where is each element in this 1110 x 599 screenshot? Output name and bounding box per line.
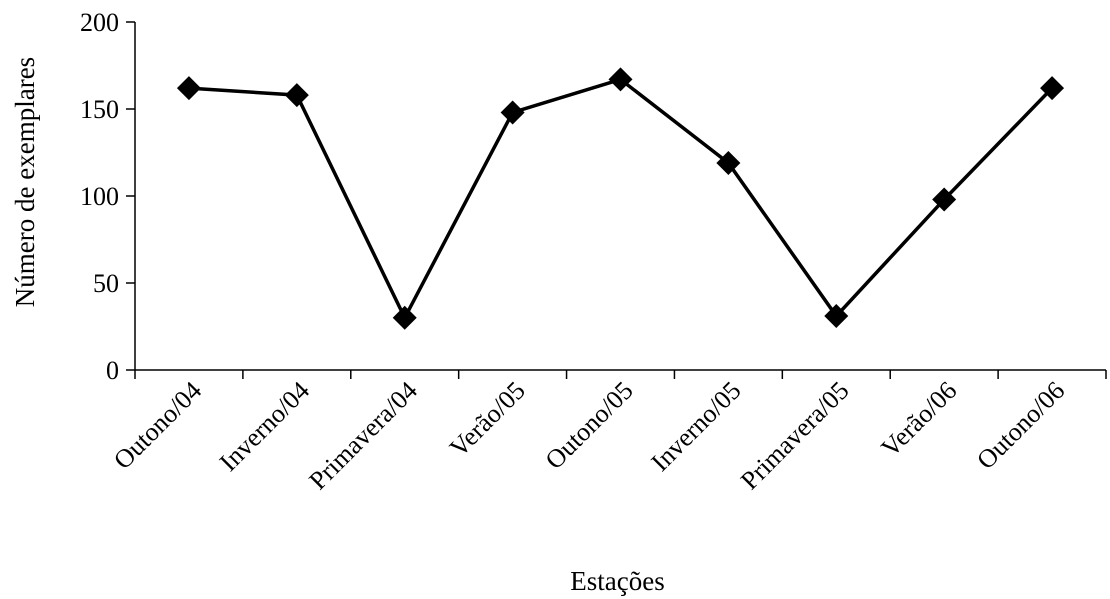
x-tick-label: Inverno/04 — [214, 376, 315, 477]
x-tick-label: Outono/04 — [108, 376, 207, 475]
y-axis-title: Número de exemplares — [10, 57, 40, 307]
data-point-marker — [500, 100, 525, 125]
y-tick-label: 0 — [106, 356, 119, 385]
data-point-marker — [1040, 76, 1065, 101]
x-tick-label: Inverno/05 — [645, 376, 746, 477]
data-point-marker — [392, 305, 417, 330]
x-axis-title: Estações — [570, 566, 664, 596]
data-point-marker — [932, 187, 957, 212]
x-tick-label: Primavera/05 — [735, 376, 855, 496]
y-tick-label: 100 — [80, 182, 119, 211]
data-point-marker — [176, 76, 201, 101]
series — [176, 67, 1065, 330]
x-tick-label: Outono/06 — [971, 376, 1070, 475]
data-point-marker — [608, 67, 633, 92]
y-tick-label: 50 — [93, 269, 119, 298]
ticks — [126, 21, 1107, 379]
x-tick-label: Verão/06 — [876, 376, 963, 463]
y-tick-label: 150 — [80, 95, 119, 124]
series-line — [188, 77, 1054, 322]
data-point-marker — [284, 83, 309, 108]
x-tick-label: Primavera/04 — [303, 376, 423, 496]
y-tick-label: 200 — [80, 8, 119, 37]
x-tick-label: Outono/05 — [540, 376, 639, 475]
data-point-marker — [824, 304, 849, 329]
data-point-marker — [716, 150, 741, 175]
x-tick-label: Verão/05 — [444, 376, 531, 463]
